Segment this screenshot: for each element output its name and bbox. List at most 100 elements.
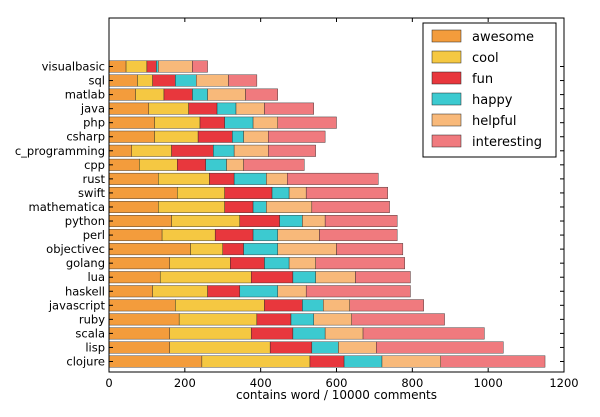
bar-csharp-helpful: [243, 130, 269, 143]
x-tick-label: 400: [250, 376, 272, 390]
bar-swift-cool: [177, 186, 225, 199]
y-tick-label: java: [80, 102, 105, 116]
bar-mathematica-awesome: [108, 201, 159, 213]
x-tick-label: 0: [105, 376, 112, 390]
bar-rust-happy: [233, 172, 267, 185]
bar-visualbasic-fun: [146, 60, 157, 73]
legend-swatch-interesting: [431, 134, 462, 148]
legend-swatch-happy: [431, 92, 462, 106]
plot-frame: [108, 17, 565, 373]
bar-ruby-helpful: [313, 313, 352, 326]
y-tick-label: cpp: [84, 158, 105, 172]
bar-matlab-interesting: [245, 88, 278, 101]
bar-clojure-interesting: [440, 355, 546, 368]
legend: awesome cool fun happy helpful interesting: [422, 22, 557, 158]
bar-cpp-helpful: [226, 158, 244, 171]
bar-java-awesome: [108, 102, 150, 115]
legend-label-happy: happy: [472, 93, 513, 108]
bar-swift-happy: [271, 186, 290, 199]
y-tick-label: lisp: [85, 340, 105, 354]
bar-java-cool: [148, 102, 189, 115]
bar-clojure-fun: [309, 355, 345, 368]
legend-box: [422, 22, 557, 158]
bar-mathematica-cool: [158, 201, 225, 213]
bar-haskell-awesome: [108, 285, 153, 298]
bar-objectivec-helpful: [277, 243, 337, 256]
bar-visualbasic-cool: [125, 60, 148, 73]
bar-clojure-cool: [201, 355, 311, 368]
y-tick-label: c_programming: [15, 144, 105, 158]
x-tick-label: 1200: [549, 376, 578, 390]
x-axis-label: contains word / 10000 comments: [236, 388, 437, 402]
bar-rust-awesome: [108, 172, 159, 185]
bar-mathematica-happy: [252, 201, 267, 213]
bar-ruby-interesting: [351, 313, 445, 326]
bar-golang-cool: [169, 257, 231, 270]
bar-java-happy: [216, 102, 237, 115]
bar-c_programming-helpful: [233, 144, 269, 157]
bar-swift-awesome: [108, 186, 178, 199]
bar-c_programming-cool: [131, 144, 172, 157]
bar-mathematica-interesting: [311, 201, 390, 213]
bar-golang-happy: [264, 257, 290, 270]
bar-lua-interesting: [355, 271, 411, 284]
bar-scala-interesting: [362, 327, 485, 340]
legend-label-awesome: awesome: [472, 30, 534, 45]
bar-lisp-fun: [269, 341, 313, 354]
bar-objectivec-cool: [190, 243, 223, 256]
bar-python-awesome: [108, 215, 172, 227]
bar-swift-helpful: [288, 186, 307, 199]
bar-python-helpful: [302, 215, 326, 227]
y-tick-label: python: [65, 214, 105, 228]
bar-objectivec-interesting: [336, 243, 404, 256]
bar-php-cool: [154, 116, 201, 129]
bar-mathematica-helpful: [266, 201, 313, 213]
bar-csharp-interesting: [268, 130, 326, 143]
bar-java-helpful: [235, 102, 265, 115]
y-tick-label: golang: [66, 256, 105, 270]
bar-rust-fun: [209, 172, 235, 185]
bar-php-interesting: [277, 116, 337, 129]
bar-perl-interesting: [319, 229, 398, 242]
bar-golang-fun: [230, 257, 265, 270]
bar-csharp-happy: [232, 130, 244, 143]
legend-swatch-cool: [431, 50, 462, 64]
y-tick-label: ruby: [79, 312, 105, 326]
bar-matlab-happy: [192, 88, 208, 101]
bar-haskell-helpful: [277, 285, 307, 298]
bar-perl-happy: [252, 229, 278, 242]
bar-perl-awesome: [108, 229, 163, 242]
bar-golang-interesting: [315, 257, 405, 270]
y-tick-label: swift: [78, 186, 105, 200]
bar-sql-interesting: [228, 74, 258, 87]
bar-haskell-cool: [152, 285, 208, 298]
bar-javascript-awesome: [108, 299, 176, 312]
bar-javascript-happy: [302, 299, 324, 312]
bar-php-fun: [199, 116, 225, 129]
x-tick-label: 200: [174, 376, 196, 390]
bar-java-interesting: [264, 102, 314, 115]
bar-ruby-happy: [290, 313, 314, 326]
bar-mathematica-fun: [224, 201, 254, 213]
x-axis: 0 200 400 600 800 1000 1200: [105, 18, 579, 390]
y-tick-label: visualbasic: [42, 60, 105, 74]
legend-label-fun: fun: [472, 72, 493, 87]
bar-objectivec-happy: [243, 243, 278, 256]
y-axis: visualbasicsqlmatlabjavaphpcsharpc_progr…: [15, 60, 564, 369]
legend-label-interesting: interesting: [472, 135, 542, 150]
bar-objectivec-fun: [222, 243, 244, 256]
bar-swift-fun: [224, 186, 273, 199]
y-tick-label: php: [83, 116, 105, 130]
bar-matlab-cool: [135, 88, 165, 101]
legend-swatch-helpful: [431, 113, 462, 127]
bar-haskell-interesting: [305, 285, 411, 298]
bar-haskell-fun: [207, 285, 241, 298]
bar-ruby-awesome: [108, 313, 180, 326]
bar-matlab-fun: [163, 88, 193, 101]
bar-scala-awesome: [108, 327, 170, 340]
bar-javascript-helpful: [323, 299, 350, 312]
bar-scala-happy: [292, 327, 326, 340]
bar-java-fun: [188, 102, 218, 115]
y-tick-label: clojure: [66, 355, 105, 369]
